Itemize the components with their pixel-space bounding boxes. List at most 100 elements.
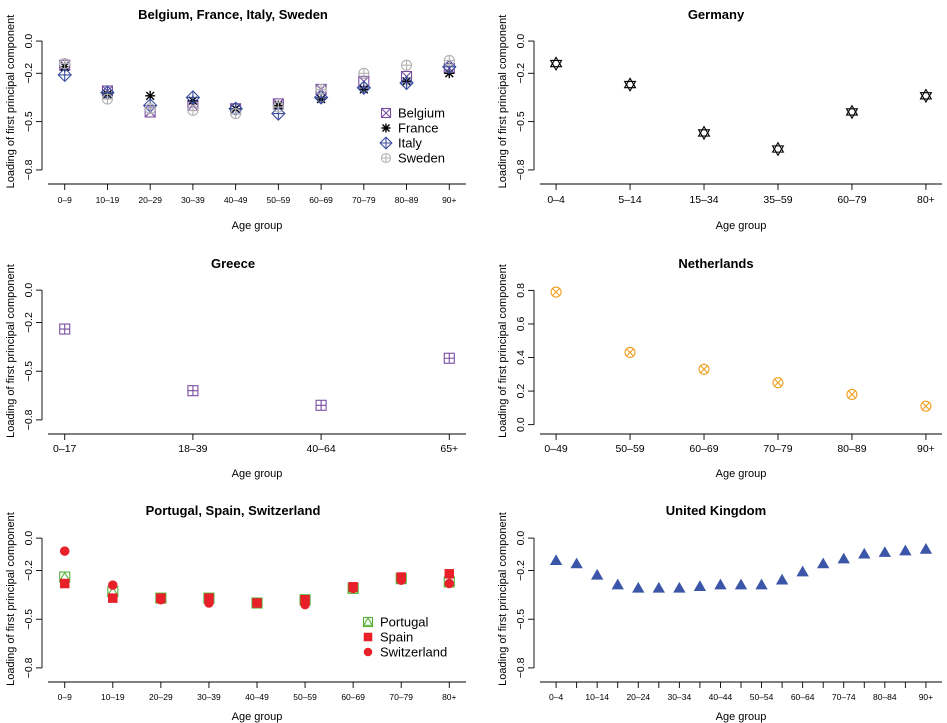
data-point <box>444 569 455 579</box>
data-point <box>771 141 785 157</box>
x-tick-label: 80+ <box>442 692 456 702</box>
x-tick-label: 70–79 <box>389 692 413 702</box>
x-tick-label: 30–39 <box>181 195 205 205</box>
x-tick-label: 20–29 <box>149 692 173 702</box>
y-axis-label: Loading of first principal component <box>497 264 509 438</box>
data-point <box>108 580 118 590</box>
data-point <box>443 54 455 66</box>
series-greece <box>59 323 455 411</box>
legend-swatch <box>381 123 391 133</box>
data-point <box>846 388 858 400</box>
x-tick-label: 40–49 <box>224 195 248 205</box>
legend-label: France <box>398 121 438 136</box>
data-point <box>300 599 310 610</box>
data-point <box>796 565 809 577</box>
x-tick-label: 90+ <box>917 443 935 455</box>
data-point <box>230 108 242 120</box>
y-tick-label: −0.2 <box>23 560 35 581</box>
data-point <box>858 547 871 559</box>
y-tick-label: 0.0 <box>23 531 35 546</box>
legend-swatch <box>362 616 374 628</box>
panel-netherlands: Netherlands 0–49 50–59 60–69 70–79 80–89 90+ 0.… <box>497 256 942 480</box>
x-tick-label: 80–84 <box>873 692 897 702</box>
x-tick-label: 0–4 <box>547 194 565 206</box>
data-point <box>734 578 748 590</box>
x-axis-label: Age group <box>716 711 767 723</box>
data-point <box>204 598 214 608</box>
y-tick-label: 0.0 <box>515 531 527 546</box>
data-point <box>698 363 710 375</box>
data-point <box>899 544 912 556</box>
legend-label: Sweden <box>398 151 445 166</box>
panel-united-kingdom: United Kingdom 0–4 10–14 20–24 30–34 40–44 50–… <box>497 503 942 723</box>
series-belgium <box>59 59 455 118</box>
data-point <box>108 593 118 603</box>
y-tick-label: −0.5 <box>23 111 35 132</box>
x-tick-label: 50–54 <box>750 692 774 702</box>
data-point <box>837 552 850 564</box>
data-point <box>145 90 156 101</box>
x-tick-label: 40–64 <box>306 443 335 455</box>
x-tick-label: 0–49 <box>544 443 568 455</box>
data-point <box>693 580 707 592</box>
series-italy <box>57 59 457 121</box>
y-tick-label: −0.2 <box>23 63 35 84</box>
data-point <box>252 598 262 608</box>
x-tick-label: 10–19 <box>101 692 125 702</box>
data-point <box>919 542 933 554</box>
data-point <box>570 557 583 569</box>
data-point <box>144 103 156 115</box>
y-axis-label: Loading of first principal component <box>5 512 17 686</box>
data-point <box>204 593 214 603</box>
chart-title: United Kingdom <box>666 503 766 518</box>
x-tick-label: 0–17 <box>53 443 77 455</box>
data-point <box>57 67 72 83</box>
panel-portugal-spain-switzerland: Portugal, Spain, Switzerland 0–9 10–19 20–2… <box>5 503 466 723</box>
data-point <box>652 581 665 593</box>
chart-title: Greece <box>211 256 255 271</box>
y-tick-label: −0.8 <box>23 409 35 430</box>
x-tick-label: 40–49 <box>245 692 269 702</box>
series-netherlands <box>550 286 932 412</box>
data-point <box>878 546 892 557</box>
y-tick-label: −0.8 <box>515 159 527 180</box>
chart-title: Netherlands <box>678 256 753 271</box>
data-point <box>272 101 284 113</box>
y-axis-label: Loading of first principal component <box>497 15 509 189</box>
data-point <box>101 93 113 105</box>
legend-label: Spain <box>380 630 413 645</box>
y-tick-label: 0.4 <box>515 350 527 365</box>
y-tick-label: −0.2 <box>515 63 527 84</box>
x-tick-label: 15–34 <box>689 194 718 206</box>
legend-label: Belgium <box>398 106 445 121</box>
x-tick-label: 0–4 <box>549 692 563 702</box>
x-tick-label: 50–59 <box>293 692 317 702</box>
data-point <box>549 554 563 566</box>
data-point <box>673 581 686 593</box>
panel-germany: Germany 0–4 5–14 15–34 35–59 60–79 80+ 0.0 −0.2 −… <box>497 7 942 232</box>
data-point <box>443 352 455 364</box>
chart-title: Belgium, France, Italy, Sweden <box>138 7 328 22</box>
data-point <box>550 286 562 298</box>
data-point <box>772 377 784 389</box>
y-tick-label: 0.0 <box>515 417 527 432</box>
data-point <box>356 80 372 96</box>
series-france <box>59 61 455 114</box>
data-point <box>775 573 789 585</box>
legend-swatch <box>363 632 373 642</box>
chart-title: Germany <box>688 7 745 22</box>
y-tick-label: 0.0 <box>23 283 35 298</box>
data-point <box>59 578 70 589</box>
x-tick-label: 80–89 <box>837 443 866 455</box>
x-tick-label: 60–69 <box>341 692 365 702</box>
y-tick-label: −0.2 <box>23 312 35 333</box>
y-axis-label: Loading of first principal component <box>5 15 17 189</box>
y-tick-label: 0.6 <box>515 317 527 332</box>
x-tick-label: 70–79 <box>763 443 792 455</box>
data-point <box>401 59 413 71</box>
x-axis-label: Age group <box>232 468 283 480</box>
legend-label: Portugal <box>380 615 429 630</box>
data-point <box>632 581 645 593</box>
